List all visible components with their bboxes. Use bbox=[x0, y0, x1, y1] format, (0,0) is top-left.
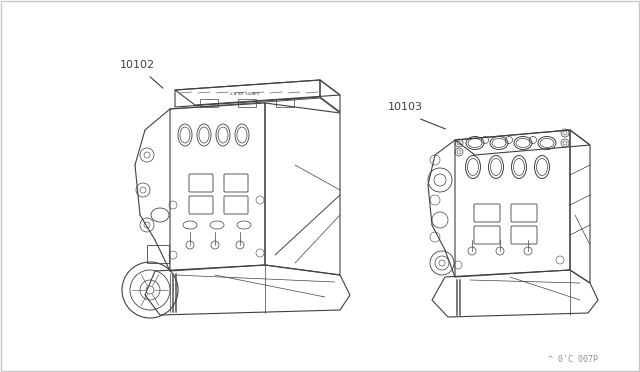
Text: ^ 0'C 007P: ^ 0'C 007P bbox=[548, 355, 598, 364]
Text: 2.4 SR  H24E5: 2.4 SR H24E5 bbox=[230, 92, 260, 96]
Bar bbox=[276, 99, 294, 107]
Bar bbox=[238, 99, 256, 107]
Text: 10102: 10102 bbox=[120, 60, 155, 70]
Bar bbox=[147, 245, 169, 263]
Bar bbox=[200, 99, 218, 107]
Text: 10103: 10103 bbox=[388, 102, 423, 112]
